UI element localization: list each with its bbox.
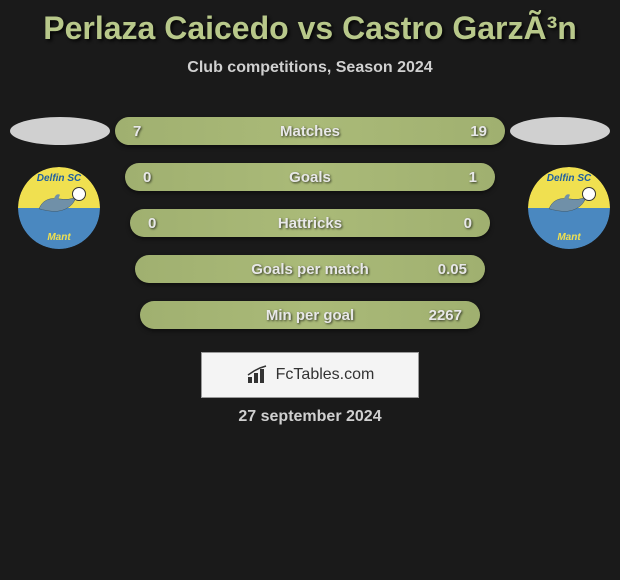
club-badge-left: Delfin SC Mant xyxy=(18,167,100,249)
stat-right-value: 19 xyxy=(470,123,487,140)
badge-inner: Delfin SC Mant xyxy=(528,167,610,249)
player-right-ellipse xyxy=(510,117,610,145)
comparison-infographic: Perlaza Caicedo vs Castro GarzÃ³n Club c… xyxy=(0,0,620,580)
fctables-logo: FcTables.com xyxy=(201,352,419,398)
stat-right-value: 1 xyxy=(469,169,477,186)
stat-label: Matches xyxy=(280,123,340,140)
stat-right-value: 0 xyxy=(464,215,472,232)
soccer-ball-icon xyxy=(582,187,596,201)
subtitle: Club competitions, Season 2024 xyxy=(0,59,620,77)
badge-inner: Delfin SC Mant xyxy=(18,167,100,249)
stat-left-value: 7 xyxy=(133,123,141,140)
stat-label: Goals xyxy=(289,169,331,186)
soccer-ball-icon xyxy=(72,187,86,201)
stat-row-goals-per-match: Goals per match 0.05 xyxy=(135,255,485,283)
club-badge-right: Delfin SC Mant xyxy=(528,167,610,249)
stat-row-hattricks: 0 Hattricks 0 xyxy=(130,209,490,237)
stat-label: Hattricks xyxy=(278,215,342,232)
stat-left-value: 0 xyxy=(143,169,151,186)
stat-row-matches: 7 Matches 19 xyxy=(115,117,505,145)
badge-text-top: Delfin SC xyxy=(18,173,100,184)
chart-icon xyxy=(246,365,272,385)
comparison-area: Delfin SC Mant Delfin SC xyxy=(0,107,620,367)
stat-right-value: 0.05 xyxy=(438,261,467,278)
page-title: Perlaza Caicedo vs Castro GarzÃ³n xyxy=(0,0,620,47)
stat-right-value: 2267 xyxy=(429,307,462,324)
stat-label: Goals per match xyxy=(251,261,369,278)
logo-text: FcTables.com xyxy=(276,366,375,384)
badge-text-top: Delfin SC xyxy=(528,173,610,184)
stats-rows: 7 Matches 19 0 Goals 1 0 Hattricks 0 Goa… xyxy=(115,117,505,347)
date-text: 27 september 2024 xyxy=(0,408,620,426)
stat-row-goals: 0 Goals 1 xyxy=(125,163,495,191)
badge-text-bottom: Mant xyxy=(18,232,100,243)
stat-row-min-per-goal: Min per goal 2267 xyxy=(140,301,480,329)
badge-text-bottom: Mant xyxy=(528,232,610,243)
player-left-ellipse xyxy=(10,117,110,145)
stat-left-value: 0 xyxy=(148,215,156,232)
stat-label: Min per goal xyxy=(266,307,354,324)
